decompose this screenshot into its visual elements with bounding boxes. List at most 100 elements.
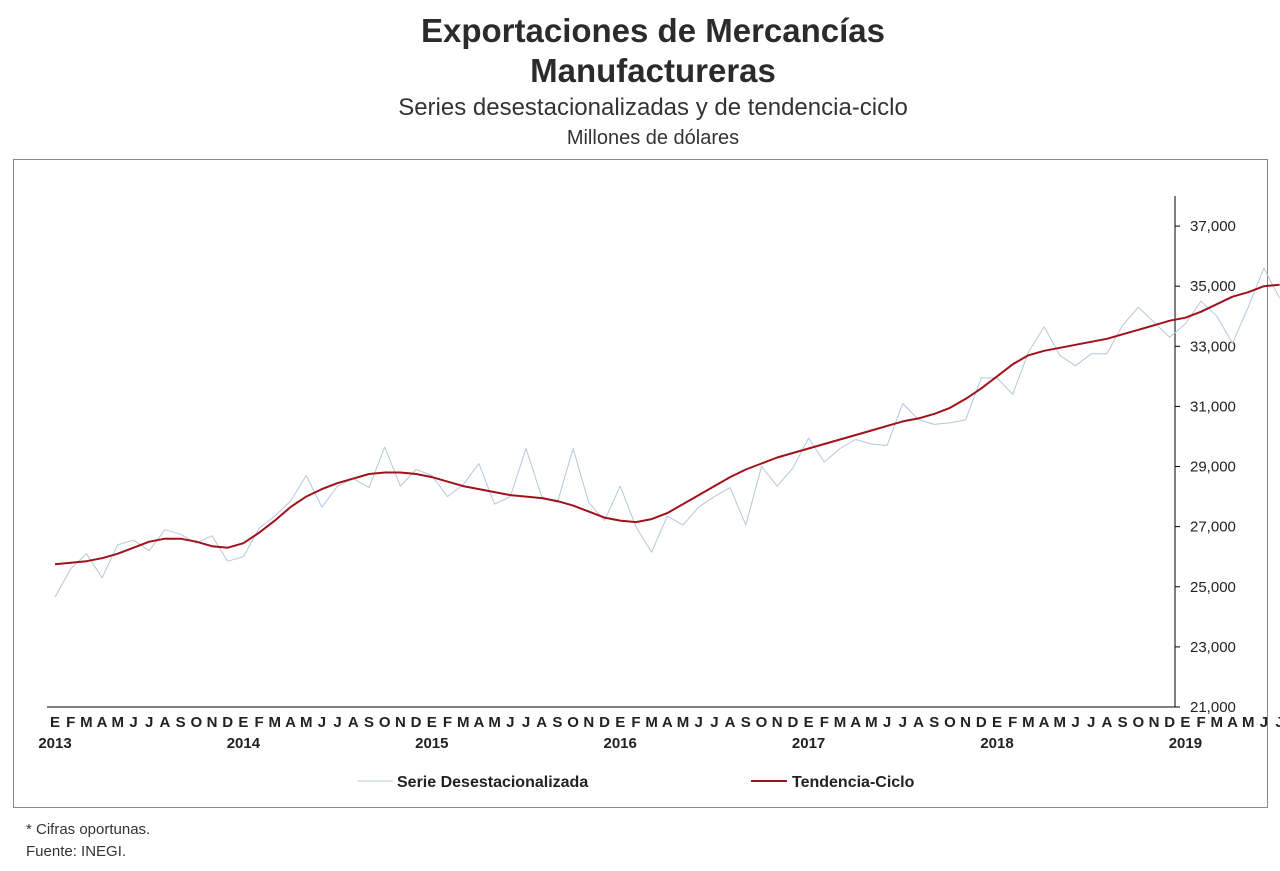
chart-title-line2: Manufactureras — [530, 52, 776, 89]
legend-item-desestacionalizada-label: Serie Desestacionalizada — [397, 774, 588, 791]
x-year-label: 2016 — [604, 735, 637, 752]
x-month-label: F — [443, 714, 452, 731]
x-month-label: S — [364, 714, 374, 731]
x-month-label: S — [176, 714, 186, 731]
x-month-label: A — [348, 714, 359, 731]
y-tick-label: 27,000 — [1190, 519, 1236, 536]
x-month-label: F — [255, 714, 264, 731]
x-month-label: M — [112, 714, 125, 731]
x-month-label: A — [662, 714, 673, 731]
x-month-label: M — [457, 714, 470, 731]
chart-subtitle: Series desestacionalizadas y de tendenci… — [398, 94, 908, 121]
x-month-label: J — [129, 714, 137, 731]
legend-item-tendencia-ciclo-label: Tendencia-Ciclo — [792, 774, 915, 791]
y-tick-label: 31,000 — [1190, 398, 1236, 415]
x-year-label: 2014 — [227, 735, 261, 752]
x-month-label: M — [834, 714, 847, 731]
x-month-label: M — [488, 714, 501, 731]
series-line-tendencia-ciclo — [54, 283, 1280, 566]
x-year-label: 2013 — [38, 735, 71, 752]
x-month-label: D — [411, 714, 422, 731]
x-month-label: O — [944, 714, 956, 731]
y-tick-label: 37,000 — [1190, 218, 1236, 235]
x-month-label: D — [599, 714, 610, 731]
x-month-label: F — [1197, 714, 1206, 731]
x-month-label: E — [238, 714, 248, 731]
x-month-label: M — [865, 714, 878, 731]
x-month-label: F — [1008, 714, 1017, 731]
x-month-label: D — [1164, 714, 1175, 731]
x-month-label: S — [1118, 714, 1128, 731]
x-month-label: A — [285, 714, 296, 731]
x-month-label: O — [567, 714, 579, 731]
chart-frame — [13, 159, 1268, 808]
chart-title-line1: Exportaciones de Mercancías — [420, 12, 886, 49]
x-month-label: M — [677, 714, 690, 731]
x-month-label: J — [899, 714, 907, 731]
x-month-label: E — [615, 714, 625, 731]
x-month-label: N — [1149, 714, 1160, 731]
source-note: Fuente: INEGI. — [26, 843, 127, 860]
x-month-label: N — [395, 714, 406, 731]
x-month-label: N — [960, 714, 971, 731]
y-tick-label: 29,000 — [1190, 459, 1236, 476]
y-tick-label: 23,000 — [1190, 639, 1236, 656]
x-month-label: E — [427, 714, 437, 731]
x-month-label: A — [536, 714, 547, 731]
x-month-label: S — [741, 714, 751, 731]
footnote: * Cifras oportunas. — [26, 821, 151, 838]
x-month-label: D — [976, 714, 987, 731]
x-month-label: S — [929, 714, 939, 731]
x-month-label: N — [207, 714, 218, 731]
x-month-label: J — [522, 714, 530, 731]
x-month-label: A — [913, 714, 924, 731]
x-month-label: A — [1101, 714, 1112, 731]
x-month-label: J — [506, 714, 514, 731]
x-month-label: J — [883, 714, 891, 731]
x-month-label: J — [318, 714, 326, 731]
x-month-label: S — [552, 714, 562, 731]
x-month-label: N — [772, 714, 783, 731]
x-month-label: N — [583, 714, 594, 731]
x-month-label: J — [710, 714, 718, 731]
x-month-label: F — [631, 714, 640, 731]
x-year-label: 2019 — [1169, 735, 1202, 752]
x-month-label: J — [333, 714, 341, 731]
x-month-label: E — [50, 714, 60, 731]
x-month-label: M — [80, 714, 93, 731]
x-month-label: A — [1039, 714, 1050, 731]
x-month-label: A — [725, 714, 736, 731]
x-month-label: A — [159, 714, 170, 731]
x-month-label: J — [1087, 714, 1095, 731]
x-month-label: M — [1022, 714, 1035, 731]
x-month-label: A — [473, 714, 484, 731]
x-month-label: M — [269, 714, 282, 731]
x-month-label: E — [992, 714, 1002, 731]
x-month-label: M — [300, 714, 313, 731]
chart-units: Millones de dólares — [566, 127, 740, 149]
x-month-label: D — [222, 714, 233, 731]
x-month-label: M — [645, 714, 658, 731]
y-tick-label: 25,000 — [1190, 579, 1236, 596]
x-month-label: O — [1132, 714, 1144, 731]
x-month-label: O — [379, 714, 391, 731]
x-month-label: M — [1211, 714, 1224, 731]
x-month-label: E — [804, 714, 814, 731]
x-month-label: A — [97, 714, 108, 731]
x-year-label: 2017 — [792, 735, 825, 752]
x-month-label: O — [756, 714, 768, 731]
x-month-label: J — [145, 714, 153, 731]
x-month-label: D — [787, 714, 798, 731]
x-month-label: A — [850, 714, 861, 731]
x-month-label: O — [190, 714, 202, 731]
y-tick-label: 35,000 — [1190, 278, 1236, 295]
x-month-label: J — [1260, 714, 1268, 731]
x-year-label: 2018 — [980, 735, 1013, 752]
x-month-label: J — [695, 714, 703, 731]
x-month-label: F — [820, 714, 829, 731]
y-tick-label: 33,000 — [1190, 338, 1236, 355]
x-month-label: M — [1054, 714, 1067, 731]
x-month-label: A — [1227, 714, 1238, 731]
x-month-label: M — [1242, 714, 1255, 731]
